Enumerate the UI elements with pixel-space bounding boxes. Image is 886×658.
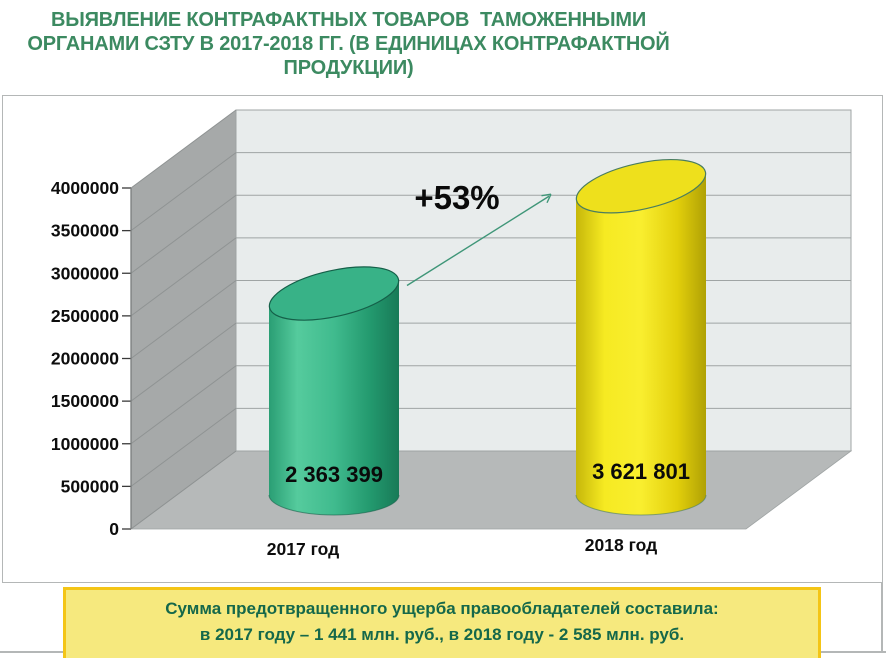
value-label: 3 621 801 [592, 459, 690, 484]
page-title-line: ПРОДУКЦИИ) [283, 57, 414, 79]
floor [129, 450, 853, 530]
gridline-side [130, 152, 237, 232]
chart-frame: 4000000 3500000 3000000 2500000 2000000 15000… [2, 95, 883, 583]
y-tick-label: 500000 [61, 476, 120, 496]
cylinder-body-2018 [576, 172, 706, 515]
summary-line: в 2017 году – 1 441 млн. руб., в 2018 го… [199, 625, 685, 644]
y-tick-label: 1000000 [51, 434, 119, 454]
growth-annotation: +53% [414, 179, 499, 216]
frame-shadow-right [881, 583, 883, 652]
gridline-side [130, 194, 237, 274]
page-title: ВЫЯВЛЕНИЕ КОНТРАФАКТНЫХ ТОВАРОВ ТАМОЖЕНН… [0, 8, 697, 80]
cylinder-body-2017 [269, 279, 399, 515]
page-title-line: ОРГАНАМИ СЗТУ В 2017-2018 ГГ. (В ЕДИНИЦА… [27, 33, 670, 55]
y-tick-label: 4000000 [51, 178, 119, 198]
gridline-side [130, 450, 237, 530]
cylinder-bottom-edge [268, 494, 400, 516]
gridline-side [130, 109, 237, 189]
category-label: 2018 год [585, 535, 657, 555]
cylinder-bottom-edge [575, 494, 707, 516]
y-tick-label: 1500000 [51, 391, 119, 411]
y-tick-label: 2500000 [51, 306, 119, 326]
y-tick-label: 3000000 [51, 263, 119, 283]
gridline-side [130, 322, 237, 402]
y-tick-label: 2000000 [51, 349, 119, 369]
gridline-side [130, 407, 237, 487]
summary-box: Сумма предотвращенного ущерба правооблад… [63, 587, 821, 658]
growth-arrow-head [541, 193, 552, 204]
page-title-line: ВЫЯВЛЕНИЕ КОНТРАФАКТНЫХ ТОВАРОВ ТАМОЖЕНН… [50, 9, 647, 31]
growth-arrow [406, 195, 550, 287]
bar-chart-3d: 4000000 3500000 3000000 2500000 2000000 15000… [51, 109, 853, 559]
cylinder-top-2018 [575, 159, 707, 214]
gridline-side [130, 365, 237, 445]
y-tick-label: 3500000 [51, 221, 119, 241]
category-label: 2017 год [267, 539, 339, 559]
value-label: 2 363 399 [285, 462, 383, 487]
y-tick-label: 0 [109, 519, 119, 539]
gridline-side [130, 280, 237, 359]
gridline-side [130, 237, 237, 317]
summary-line: Сумма предотвращенного ущерба правооблад… [165, 599, 719, 618]
cylinder-top-2017 [268, 266, 400, 321]
